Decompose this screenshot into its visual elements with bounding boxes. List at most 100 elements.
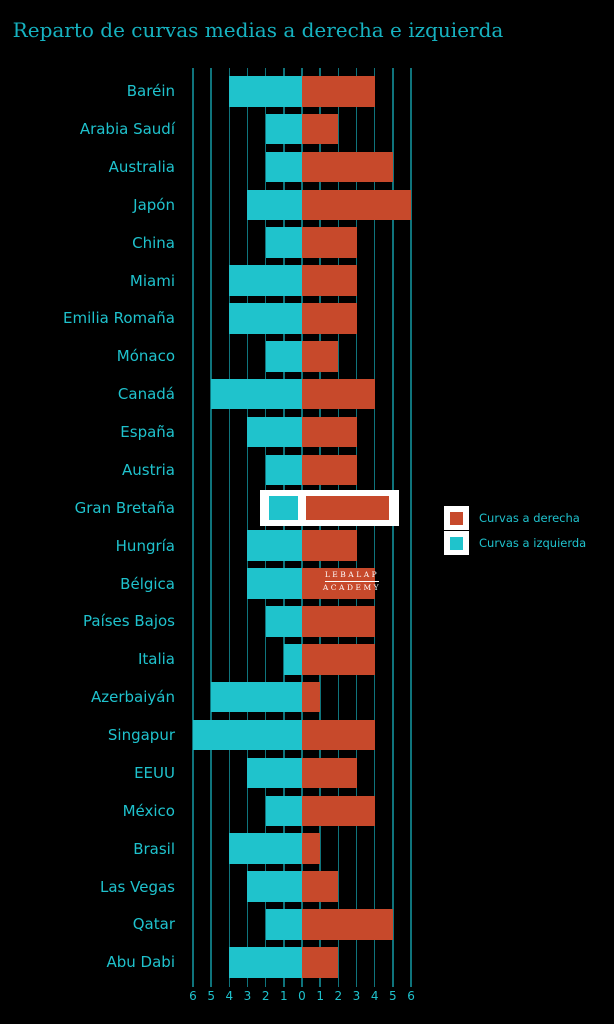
axis-tick-label: 1 bbox=[316, 989, 324, 1003]
category-label: Abu Dabi bbox=[106, 953, 176, 972]
chart-title: Reparto de curvas medias a derecha e izq… bbox=[12, 18, 504, 42]
gridline bbox=[319, 68, 321, 987]
bar-izquierda bbox=[265, 454, 302, 486]
legend-swatch-frame bbox=[444, 531, 469, 555]
bar-derecha bbox=[305, 496, 390, 520]
bar-derecha bbox=[302, 151, 393, 183]
bar-derecha bbox=[302, 795, 375, 827]
bar-derecha bbox=[302, 76, 375, 107]
watermark: LEBALAP ACADEMY bbox=[322, 569, 382, 593]
axis-tick-label: 3 bbox=[352, 989, 361, 1003]
bar-izquierda bbox=[265, 227, 302, 258]
category-label: Arabia Saudí bbox=[79, 120, 175, 139]
bar-izquierda bbox=[247, 530, 302, 561]
bar-derecha bbox=[302, 606, 375, 637]
bar-izquierda bbox=[265, 113, 302, 145]
watermark-line2: ACADEMY bbox=[322, 583, 382, 592]
gridline bbox=[301, 68, 303, 987]
bar-derecha bbox=[302, 947, 339, 978]
bar-izquierda bbox=[229, 76, 302, 107]
gridline bbox=[192, 68, 194, 987]
bar-derecha bbox=[302, 227, 357, 258]
category-label: México bbox=[122, 801, 175, 820]
category-label: Emilia Romaña bbox=[63, 309, 175, 328]
bar-izquierda bbox=[265, 909, 302, 940]
gridline bbox=[355, 68, 358, 987]
bar-izquierda bbox=[211, 681, 302, 713]
gridline bbox=[210, 68, 212, 987]
axis-tick-label: 6 bbox=[407, 989, 415, 1003]
bar-derecha bbox=[302, 454, 357, 486]
bar-izquierda bbox=[283, 644, 302, 675]
bar-derecha bbox=[302, 833, 321, 864]
bar-derecha bbox=[302, 303, 357, 334]
axis-tick-label: 2 bbox=[261, 989, 270, 1003]
bar-derecha bbox=[302, 113, 339, 145]
category-label: Bélgica bbox=[120, 574, 175, 593]
category-label: Singapur bbox=[107, 726, 175, 745]
bar-izquierda bbox=[265, 341, 302, 372]
bar-derecha bbox=[302, 341, 339, 372]
category-label: Austria bbox=[122, 460, 175, 479]
legend-swatch-izquierda-icon bbox=[450, 536, 463, 550]
category-label: Brasil bbox=[133, 839, 175, 858]
bar-izquierda bbox=[265, 151, 302, 183]
category-label: España bbox=[120, 423, 175, 442]
category-label: Las Vegas bbox=[100, 877, 175, 896]
category-label: Países Bajos bbox=[83, 612, 175, 631]
category-label: Gran Bretaña bbox=[74, 498, 175, 517]
legend: Curvas a derecha Curvas a izquierda bbox=[444, 506, 586, 556]
bar-izquierda bbox=[265, 795, 302, 827]
category-label: Miami bbox=[129, 271, 175, 290]
watermark-line1: LEBALAP bbox=[324, 569, 380, 582]
legend-item-derecha: Curvas a derecha bbox=[444, 506, 586, 530]
legend-label-izquierda: Curvas a izquierda bbox=[479, 536, 587, 550]
category-label: Canadá bbox=[117, 385, 175, 404]
bar-derecha bbox=[302, 871, 339, 902]
category-label: Mónaco bbox=[116, 347, 175, 366]
bar-derecha bbox=[302, 265, 357, 296]
axis-tick-label: 3 bbox=[243, 989, 252, 1003]
category-label: Australia bbox=[108, 157, 175, 176]
bar-izquierda bbox=[247, 757, 302, 789]
bar-derecha bbox=[302, 681, 321, 713]
bar-izquierda bbox=[268, 496, 299, 520]
bar-izquierda bbox=[247, 416, 302, 448]
axis-tick-label: 0 bbox=[298, 989, 306, 1003]
gridline bbox=[373, 68, 376, 987]
axis-tick-label: 4 bbox=[370, 989, 379, 1003]
bar-izquierda bbox=[229, 265, 302, 296]
bar-derecha bbox=[302, 530, 357, 561]
gridline bbox=[264, 68, 267, 987]
bar-derecha bbox=[302, 378, 375, 410]
gridline bbox=[228, 68, 231, 987]
axis-tick-label: 6 bbox=[189, 989, 197, 1003]
category-label: Baréin bbox=[126, 82, 175, 101]
bar-izquierda bbox=[247, 871, 302, 902]
gridline bbox=[283, 68, 285, 987]
bar-izquierda bbox=[192, 719, 302, 751]
bar-izquierda bbox=[229, 303, 302, 334]
axis-tick-label: 2 bbox=[334, 989, 343, 1003]
bar-izquierda bbox=[211, 378, 302, 410]
category-label: Italia bbox=[137, 650, 175, 669]
axis-tick-label: 4 bbox=[225, 989, 234, 1003]
bar-izquierda bbox=[229, 833, 302, 864]
category-label: China bbox=[132, 233, 175, 252]
bar-derecha bbox=[302, 644, 375, 675]
category-label: EEUU bbox=[134, 763, 175, 782]
legend-item-izquierda: Curvas a izquierda bbox=[444, 531, 586, 555]
bar-derecha bbox=[302, 568, 375, 599]
axis-tick-label: 5 bbox=[207, 989, 215, 1003]
category-label: Azerbaiyán bbox=[91, 688, 175, 707]
bar-izquierda bbox=[247, 189, 302, 221]
axis-tick-label: 5 bbox=[389, 989, 397, 1003]
bar-izquierda bbox=[247, 568, 302, 599]
legend-swatch-derecha-icon bbox=[450, 511, 463, 525]
bar-derecha bbox=[302, 719, 375, 751]
gridline bbox=[392, 68, 394, 987]
bar-derecha bbox=[302, 416, 357, 448]
axis-tick-label: 1 bbox=[280, 989, 288, 1003]
gridline bbox=[410, 68, 412, 987]
